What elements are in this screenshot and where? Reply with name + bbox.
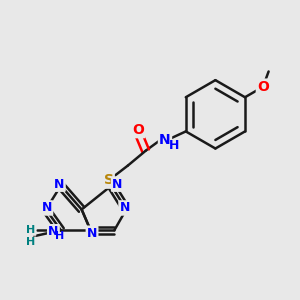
Text: N: N bbox=[112, 178, 122, 191]
Text: H: H bbox=[169, 139, 179, 152]
Text: H: H bbox=[26, 225, 36, 235]
Text: N: N bbox=[87, 227, 97, 240]
Text: O: O bbox=[132, 123, 144, 137]
Text: H: H bbox=[26, 237, 36, 247]
Text: N: N bbox=[42, 202, 52, 214]
Text: N: N bbox=[48, 225, 59, 238]
Text: N: N bbox=[119, 202, 130, 214]
Text: N: N bbox=[159, 133, 171, 147]
Text: O: O bbox=[257, 80, 269, 94]
Text: S: S bbox=[103, 173, 113, 188]
Text: N: N bbox=[54, 178, 64, 191]
Text: H: H bbox=[55, 231, 64, 241]
